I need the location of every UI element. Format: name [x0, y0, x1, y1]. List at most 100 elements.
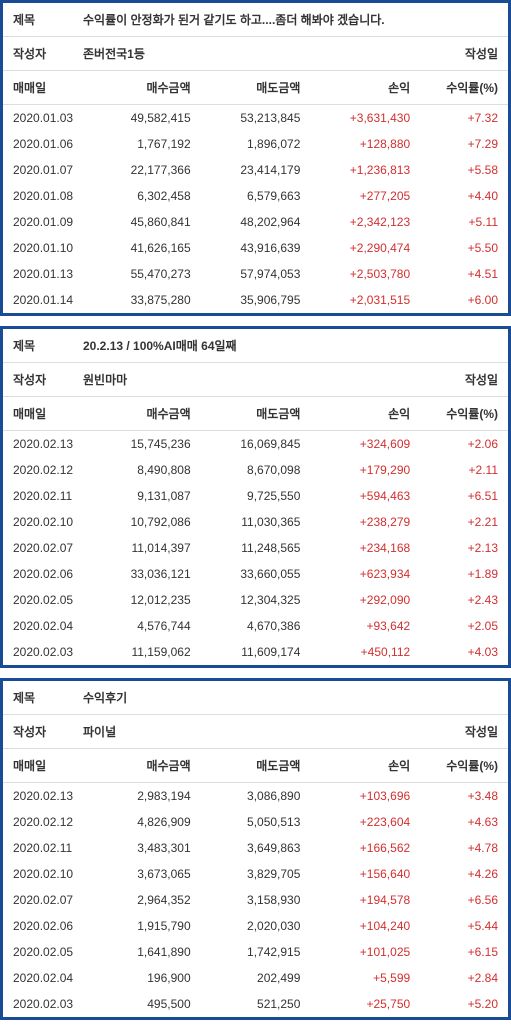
table-row: 2020.01.086,302,4586,579,663+277,205+4.4…	[3, 183, 508, 209]
cell-date: 2020.02.04	[3, 613, 91, 639]
cell-sell: 3,829,705	[201, 861, 311, 887]
cell-rate: +4.40	[420, 183, 508, 209]
cell-date: 2020.02.06	[3, 561, 91, 587]
cell-sell: 9,725,550	[201, 483, 311, 509]
col-profit: 손익	[310, 749, 420, 783]
cell-sell: 12,304,325	[201, 587, 311, 613]
cell-buy: 4,576,744	[91, 613, 201, 639]
table-row: 2020.02.04196,900202,499+5,599+2.84	[3, 965, 508, 991]
cell-date: 2020.01.08	[3, 183, 91, 209]
cell-buy: 41,626,165	[91, 235, 201, 261]
cell-profit: +156,640	[310, 861, 420, 887]
cell-date: 2020.02.13	[3, 783, 91, 810]
table-row: 2020.02.072,964,3523,158,930+194,578+6.5…	[3, 887, 508, 913]
cell-rate: +2.21	[420, 509, 508, 535]
cell-rate: +2.13	[420, 535, 508, 561]
cell-rate: +4.78	[420, 835, 508, 861]
cell-date: 2020.02.04	[3, 965, 91, 991]
col-trade-date: 매매일	[3, 397, 91, 431]
table-row: 2020.01.0945,860,84148,202,964+2,342,123…	[3, 209, 508, 235]
title-label: 제목	[13, 11, 83, 28]
table-row: 2020.02.103,673,0653,829,705+156,640+4.2…	[3, 861, 508, 887]
cell-date: 2020.02.12	[3, 809, 91, 835]
cell-buy: 2,964,352	[91, 887, 201, 913]
table-row: 2020.02.044,576,7444,670,386+93,642+2.05	[3, 613, 508, 639]
cell-profit: +2,342,123	[310, 209, 420, 235]
cell-buy: 495,500	[91, 991, 201, 1017]
cell-date: 2020.02.06	[3, 913, 91, 939]
author-value: 파이널	[83, 723, 438, 740]
cell-buy: 55,470,273	[91, 261, 201, 287]
cell-sell: 3,158,930	[201, 887, 311, 913]
cell-sell: 11,609,174	[201, 639, 311, 665]
title-value: 수익후기	[83, 689, 498, 706]
cell-sell: 11,248,565	[201, 535, 311, 561]
author-value: 존버전국1등	[83, 45, 438, 62]
post-card: 제목수익률이 안정화가 된거 같기도 하고....좀더 해봐야 겠습니다.작성자…	[0, 0, 511, 316]
cell-profit: +223,604	[310, 809, 420, 835]
author-label: 작성자	[13, 371, 83, 388]
cell-rate: +5.50	[420, 235, 508, 261]
title-row: 제목수익률이 안정화가 된거 같기도 하고....좀더 해봐야 겠습니다.	[3, 3, 508, 37]
col-profit: 손익	[310, 397, 420, 431]
cell-buy: 9,131,087	[91, 483, 201, 509]
cell-date: 2020.01.14	[3, 287, 91, 313]
cell-rate: +3.48	[420, 783, 508, 810]
cell-profit: +104,240	[310, 913, 420, 939]
cell-rate: +4.26	[420, 861, 508, 887]
title-value: 수익률이 안정화가 된거 같기도 하고....좀더 해봐야 겠습니다.	[83, 11, 498, 28]
cell-rate: +2.84	[420, 965, 508, 991]
title-row: 제목수익후기	[3, 681, 508, 715]
col-sell-amount: 매도금액	[201, 71, 311, 105]
col-buy-amount: 매수금액	[91, 71, 201, 105]
table-row: 2020.01.1041,626,16543,916,639+2,290,474…	[3, 235, 508, 261]
table-row: 2020.02.03495,500521,250+25,750+5.20	[3, 991, 508, 1017]
col-buy-amount: 매수금액	[91, 397, 201, 431]
table-row: 2020.02.119,131,0879,725,550+594,463+6.5…	[3, 483, 508, 509]
cell-buy: 6,302,458	[91, 183, 201, 209]
cell-rate: +2.43	[420, 587, 508, 613]
cell-buy: 4,826,909	[91, 809, 201, 835]
col-sell-amount: 매도금액	[201, 397, 311, 431]
cell-buy: 1,641,890	[91, 939, 201, 965]
cell-date: 2020.02.05	[3, 587, 91, 613]
cell-buy: 3,673,065	[91, 861, 201, 887]
cell-sell: 5,050,513	[201, 809, 311, 835]
cell-buy: 10,792,086	[91, 509, 201, 535]
cell-buy: 196,900	[91, 965, 201, 991]
cell-profit: +623,934	[310, 561, 420, 587]
cell-sell: 11,030,365	[201, 509, 311, 535]
cell-rate: +5.20	[420, 991, 508, 1017]
cell-date: 2020.01.07	[3, 157, 91, 183]
post-card: 제목20.2.13 / 100%AI매매 64일째작성자원빈마마작성일매매일매수…	[0, 326, 511, 668]
author-row: 작성자파이널작성일	[3, 715, 508, 749]
trade-table: 매매일매수금액매도금액손익수익률(%)2020.01.0349,582,4155…	[3, 71, 508, 313]
cell-profit: +101,025	[310, 939, 420, 965]
cell-sell: 202,499	[201, 965, 311, 991]
cell-sell: 16,069,845	[201, 431, 311, 458]
title-row: 제목20.2.13 / 100%AI매매 64일째	[3, 329, 508, 363]
cell-buy: 15,745,236	[91, 431, 201, 458]
cell-sell: 6,579,663	[201, 183, 311, 209]
col-rate: 수익률(%)	[420, 71, 508, 105]
cell-rate: +2.06	[420, 431, 508, 458]
author-value: 원빈마마	[83, 371, 438, 388]
cell-buy: 49,582,415	[91, 105, 201, 132]
cell-buy: 1,915,790	[91, 913, 201, 939]
cell-sell: 521,250	[201, 991, 311, 1017]
cell-profit: +2,290,474	[310, 235, 420, 261]
cell-date: 2020.02.11	[3, 835, 91, 861]
cell-profit: +25,750	[310, 991, 420, 1017]
cell-rate: +7.32	[420, 105, 508, 132]
title-value: 20.2.13 / 100%AI매매 64일째	[83, 337, 498, 354]
cell-profit: +234,168	[310, 535, 420, 561]
cell-sell: 23,414,179	[201, 157, 311, 183]
author-label: 작성자	[13, 45, 83, 62]
table-row: 2020.01.0722,177,36623,414,179+1,236,813…	[3, 157, 508, 183]
table-row: 2020.01.061,767,1921,896,072+128,880+7.2…	[3, 131, 508, 157]
cell-buy: 22,177,366	[91, 157, 201, 183]
cell-rate: +5.44	[420, 913, 508, 939]
title-label: 제목	[13, 337, 83, 354]
author-row: 작성자존버전국1등작성일	[3, 37, 508, 71]
cell-rate: +6.51	[420, 483, 508, 509]
